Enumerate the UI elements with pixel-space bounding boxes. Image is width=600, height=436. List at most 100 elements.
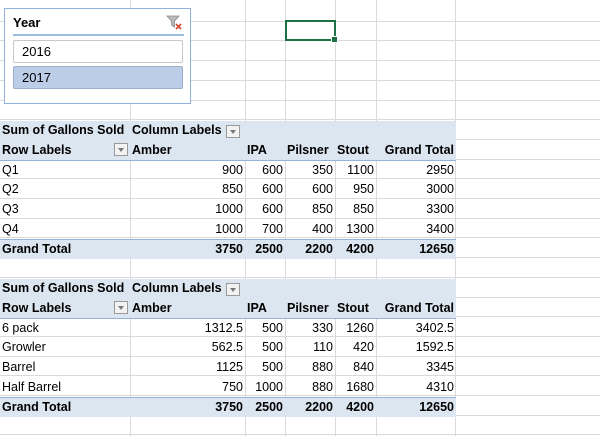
column-filter-dropdown-icon[interactable] (225, 282, 240, 296)
total-cell[interactable]: 4200 (335, 396, 376, 417)
filter-clear-icon[interactable] (166, 14, 182, 30)
table-row: Half Barrel 750 1000 880 1680 4310 (0, 377, 456, 397)
table-row: Growler 562.5 500 110 420 1592.5 (0, 338, 456, 358)
row-label[interactable]: Q2 (2, 182, 19, 197)
selected-cell[interactable] (285, 20, 338, 43)
slicer-item-2017[interactable]: 2017 (13, 66, 183, 89)
column-header[interactable]: Stout (335, 298, 376, 319)
row-gridline (0, 60, 600, 62)
total-cell[interactable]: 2500 (245, 238, 285, 259)
row-filter-dropdown-icon[interactable] (114, 300, 128, 314)
row-label[interactable]: Q1 (2, 162, 19, 177)
column-header[interactable]: Amber (130, 140, 245, 161)
column-header[interactable]: Pilsner (285, 140, 335, 161)
value-cell[interactable]: 1125 (216, 360, 243, 375)
value-cell[interactable]: 840 (353, 360, 374, 375)
table-row: Q1 900 600 350 1100 2950 (0, 160, 456, 180)
table-row: 6 pack 1312.5 500 330 1260 3402.5 (0, 318, 456, 338)
value-cell[interactable]: 562.5 (211, 340, 243, 355)
value-cell[interactable]: 3402.5 (415, 320, 454, 335)
row-gridline (0, 119, 600, 121)
row-gridline (0, 375, 600, 377)
row-labels: Row Labels (2, 142, 72, 157)
grand-total-label[interactable]: Grand Total (0, 238, 130, 259)
value-cell[interactable]: 1300 (346, 221, 374, 236)
value-cell[interactable]: 420 (353, 340, 374, 355)
value-cell[interactable]: 850 (222, 182, 243, 197)
row-label[interactable]: Half Barrel (2, 379, 62, 394)
value-cell[interactable]: 3300 (426, 202, 454, 217)
value-cell[interactable]: 2950 (426, 162, 454, 177)
row-label[interactable]: 6 pack (2, 320, 39, 335)
column-labels-cell[interactable]: Column Labels (130, 279, 245, 299)
total-cell[interactable]: 2200 (285, 238, 335, 259)
value-cell[interactable]: 3000 (426, 182, 454, 197)
column-header[interactable]: IPA (245, 298, 285, 319)
total-cell[interactable]: 2200 (285, 396, 335, 417)
row-labels-cell[interactable]: Row Labels (0, 140, 130, 161)
value-cell[interactable]: 700 (262, 221, 283, 236)
row-filter-dropdown-icon[interactable] (114, 142, 128, 156)
value-cell[interactable]: 1000 (215, 221, 243, 236)
value-cell[interactable]: 900 (222, 162, 243, 177)
grand-total-row: Grand Total 3750 2500 2200 4200 12650 (0, 238, 456, 259)
value-cell[interactable]: 880 (312, 360, 333, 375)
total-cell[interactable]: 12650 (376, 238, 456, 259)
value-cell[interactable]: 4310 (426, 379, 454, 394)
value-cell[interactable]: 500 (262, 320, 283, 335)
value-cell[interactable]: 600 (262, 162, 283, 177)
value-cell[interactable]: 750 (222, 379, 243, 394)
value-cell[interactable]: 3400 (426, 221, 454, 236)
value-cell[interactable]: 950 (353, 182, 374, 197)
value-cell[interactable]: 500 (262, 360, 283, 375)
value-cell[interactable]: 330 (312, 320, 333, 335)
value-cell[interactable]: 600 (262, 202, 283, 217)
row-label[interactable]: Barrel (2, 360, 36, 375)
pivot-table-package: Sum of Gallons Sold Column Labels Row Labe… (0, 279, 456, 417)
value-cell[interactable]: 1000 (255, 379, 283, 394)
value-cell[interactable]: 1260 (346, 320, 374, 335)
value-cell[interactable]: 1592.5 (415, 340, 454, 355)
year-slicer[interactable]: Year 2016 2017 (4, 8, 191, 104)
value-cell[interactable]: 3345 (426, 360, 454, 375)
row-label[interactable]: Growler (2, 340, 46, 355)
value-cell[interactable]: 350 (312, 162, 333, 177)
value-cell[interactable]: 1312.5 (204, 320, 243, 335)
value-cell[interactable]: 400 (312, 221, 333, 236)
column-header[interactable]: Amber (130, 298, 245, 319)
slicer-item-2016[interactable]: 2016 (13, 40, 183, 63)
value-cell[interactable]: 1000 (215, 202, 243, 217)
column-header[interactable]: Stout (335, 140, 376, 161)
value-cell[interactable]: 600 (262, 182, 283, 197)
slicer-title: Year (13, 15, 41, 30)
grand-total-row: Grand Total 3750 2500 2200 4200 12650 (0, 396, 456, 417)
column-header[interactable]: Grand Total (376, 298, 456, 319)
row-labels-cell[interactable]: Row Labels (0, 298, 130, 319)
value-cell[interactable]: 600 (312, 182, 333, 197)
grand-total-label[interactable]: Grand Total (0, 396, 130, 417)
row-label[interactable]: Q3 (2, 202, 19, 217)
total-cell[interactable]: 2500 (245, 396, 285, 417)
column-header[interactable]: Grand Total (376, 140, 456, 161)
value-cell[interactable]: 1680 (346, 379, 374, 394)
column-header[interactable]: IPA (245, 140, 285, 161)
value-cell[interactable]: 880 (312, 379, 333, 394)
column-filter-dropdown-icon[interactable] (225, 124, 240, 138)
total-cell[interactable]: 3750 (130, 238, 245, 259)
row-gridline (0, 237, 600, 239)
total-cell[interactable]: 12650 (376, 396, 456, 417)
value-cell[interactable]: 1100 (347, 162, 374, 177)
column-header[interactable]: Pilsner (285, 298, 335, 319)
value-cell[interactable]: 500 (262, 340, 283, 355)
table-row: Q4 1000 700 400 1300 3400 (0, 219, 456, 239)
value-cell[interactable]: 850 (353, 202, 374, 217)
column-labels-cell[interactable]: Column Labels (130, 121, 245, 141)
value-cell[interactable]: 850 (312, 202, 333, 217)
value-cell[interactable]: 110 (313, 340, 333, 355)
total-cell[interactable]: 4200 (335, 238, 376, 259)
total-cell[interactable]: 3750 (130, 396, 245, 417)
column-labels: Column Labels (132, 123, 222, 138)
pivot-table-quarter: Sum of Gallons Sold Column Labels Row Labe… (0, 121, 456, 259)
row-label[interactable]: Q4 (2, 221, 19, 236)
row-labels: Row Labels (2, 300, 72, 315)
